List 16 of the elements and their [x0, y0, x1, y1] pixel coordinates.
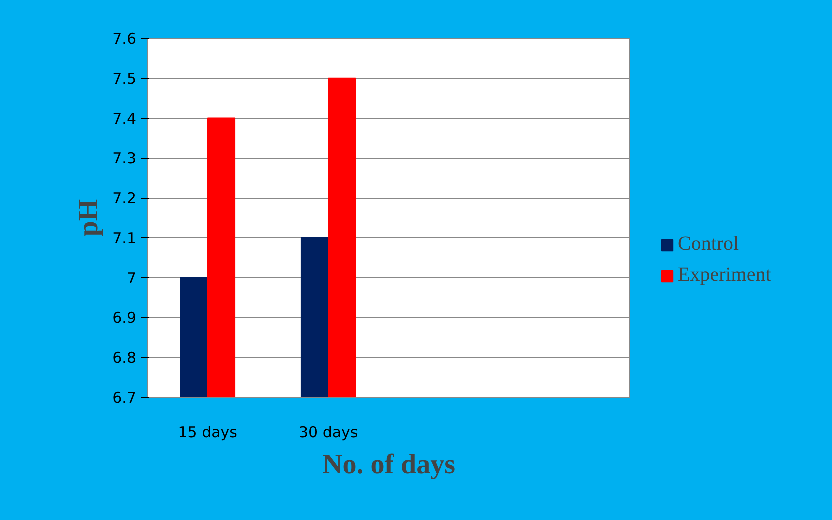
- y-tick-label: 7: [126, 269, 137, 288]
- y-tick-label: 7.3: [112, 150, 137, 168]
- y-tick-label: 6.7: [112, 389, 137, 407]
- x-tick-label: 30 days: [298, 424, 358, 442]
- y-tick-label: 6.9: [112, 309, 137, 328]
- y-tick-label: 7.5: [112, 70, 137, 88]
- legend-label: Control: [678, 233, 740, 256]
- x-axis-title: No. of days: [322, 450, 456, 480]
- y-tick-label: 6.8: [112, 349, 137, 368]
- x-tick-label: 15 days: [178, 424, 238, 442]
- y-axis-title: pH: [74, 199, 105, 237]
- y-tick-label: 7.6: [112, 30, 137, 48]
- y-tick-label: 7.2: [112, 190, 137, 208]
- y-tick-label: 7.4: [112, 110, 137, 128]
- y-tick-label: 7.1: [112, 229, 137, 248]
- legend-label: Experiment: [678, 264, 772, 287]
